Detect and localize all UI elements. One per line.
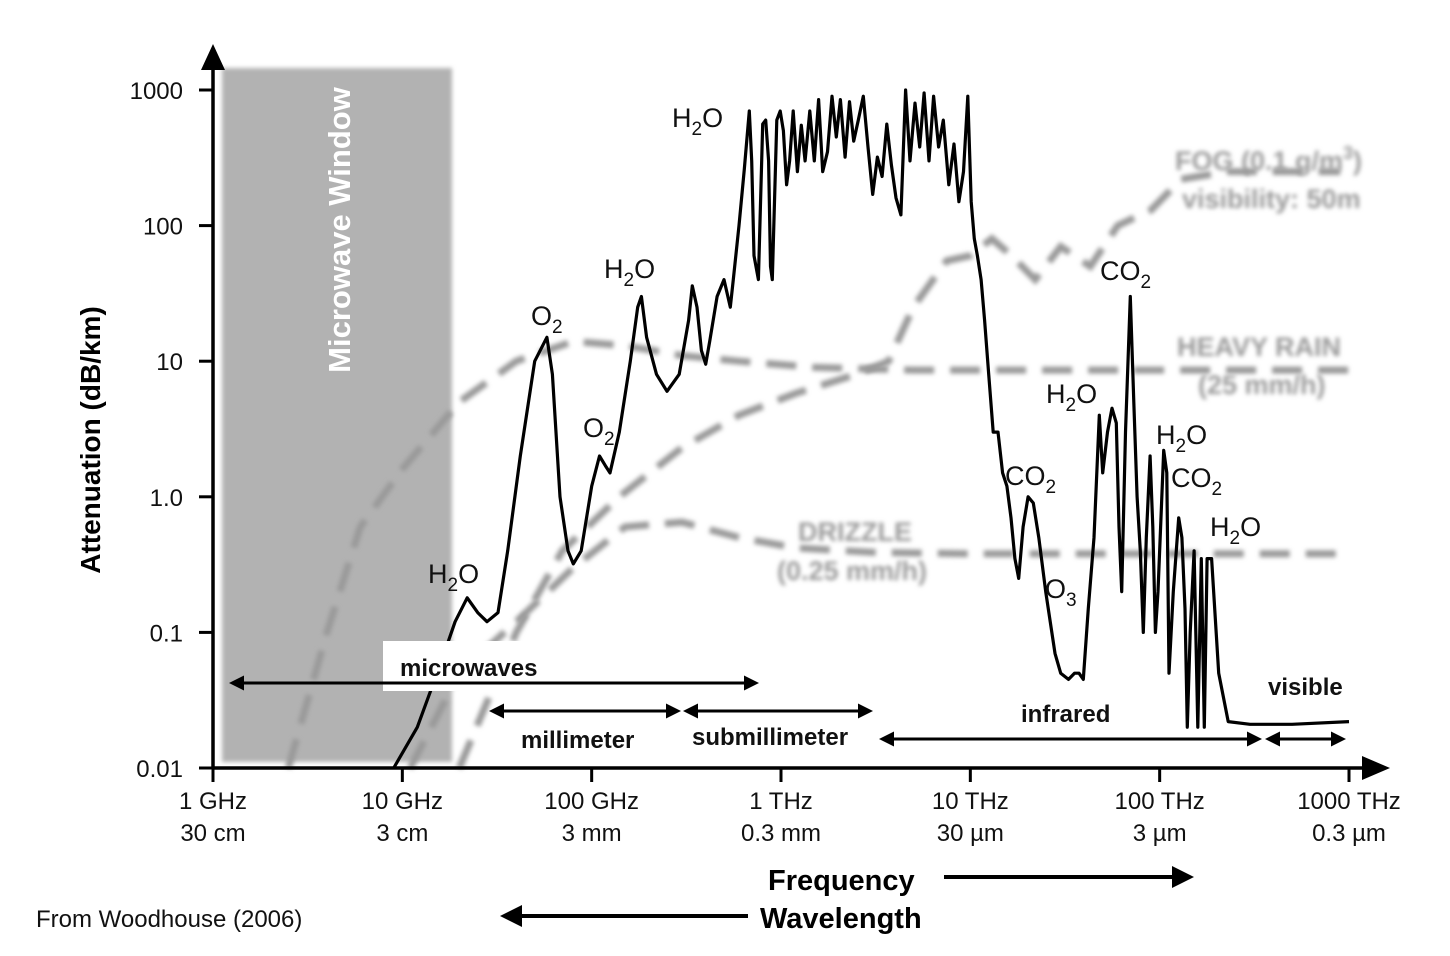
microwave-window-label: Microwave Window <box>322 86 357 373</box>
x-tick-label-frequency: 10 THz <box>932 788 1009 815</box>
absorption-label: H2O <box>672 103 723 140</box>
band-label-visible: visible <box>1268 674 1343 701</box>
frequency-arrowhead <box>1172 866 1194 888</box>
x-ticks: 1 GHz 30 cm 10 GHz 3 cm 100 GHz 3 mm 1 THz 0.3 … <box>179 768 1401 847</box>
y-tick-label: 1000 <box>130 78 183 105</box>
band-arrows <box>229 675 1346 747</box>
band-label-infrared: infrared <box>1021 701 1110 728</box>
y-ticks: 1000 100 10 1.0 0.1 0.01 <box>130 78 213 783</box>
rain-label-line1: HEAVY RAIN <box>1177 332 1341 362</box>
y-axis-arrow <box>201 44 225 70</box>
x-tick-label-wavelength: 30 cm <box>180 820 245 847</box>
y-axis-label: Attenuation (dB/km) <box>75 306 106 574</box>
fog-label-sup: 3 <box>1343 143 1353 163</box>
absorption-label: H2O <box>1046 379 1097 416</box>
absorption-label: H2O <box>428 559 479 596</box>
absorption-label: H2O <box>1156 420 1207 457</box>
absorption-label: CO2 <box>1171 463 1222 500</box>
weather-curves <box>284 168 1349 770</box>
series-atmospheric-line <box>392 88 1350 769</box>
wavelength-label: Wavelength <box>760 903 922 935</box>
x-tick-label-wavelength: 3 cm <box>376 820 428 847</box>
y-tick-label: 0.1 <box>150 620 183 647</box>
y-tick-label: 1.0 <box>150 485 183 512</box>
series-drizzle-line <box>407 518 1349 770</box>
x-tick-label-wavelength: 30 µm <box>937 820 1004 847</box>
rain-label-line2: (25 mm/h) <box>1198 370 1326 400</box>
drizzle-label-line1: DRIZZLE <box>798 517 912 547</box>
absorption-label: O2 <box>531 301 563 338</box>
fog-label-line2: visibility: 50m <box>1182 184 1361 214</box>
band-label-millimeter: millimeter <box>521 727 634 754</box>
x-axis-arrow <box>1362 756 1390 780</box>
x-tick-label-wavelength: 0.3 µm <box>1312 820 1386 847</box>
x-tick-label-wavelength: 0.3 mm <box>741 820 821 847</box>
absorption-labels: H2O O2 O2 H2O H2O CO2 CO2 O3 H2O H2O CO2 H2O <box>428 103 1261 611</box>
x-tick-label-frequency: 1 GHz <box>179 788 247 815</box>
absorption-label: CO2 <box>1100 256 1151 293</box>
absorption-label: H2O <box>1210 512 1261 549</box>
svg-text:FOG (0.1 g/m3): FOG (0.1 g/m3) <box>1175 143 1362 176</box>
source-note: From Woodhouse (2006) <box>36 906 302 933</box>
rain-label: HEAVY RAIN (25 mm/h) <box>1177 332 1341 400</box>
y-tick-label: 0.01 <box>136 756 183 783</box>
band-label-submillimeter: submillimeter <box>692 724 848 751</box>
x-tick-label-wavelength: 3 µm <box>1133 820 1187 847</box>
absorption-label: O2 <box>583 413 615 450</box>
wavelength-arrowhead <box>500 905 522 927</box>
drizzle-label-line2: (0.25 mm/h) <box>777 556 927 586</box>
fog-label: FOG (0.1 g/m3) visibility: 50m <box>1175 143 1362 214</box>
x-tick-label-frequency: 100 THz <box>1115 788 1205 815</box>
absorption-label: CO2 <box>1005 461 1056 498</box>
fog-label-close: ) <box>1353 146 1362 176</box>
x-tick-label-frequency: 1 THz <box>749 788 813 815</box>
y-tick-label: 10 <box>156 349 183 376</box>
frequency-label: Frequency <box>768 865 915 897</box>
x-tick-label-wavelength: 3 mm <box>562 820 622 847</box>
y-tick-label: 100 <box>143 214 183 241</box>
atmospheric-absorption <box>392 88 1350 769</box>
series-fog-line <box>456 168 1341 770</box>
x-tick-label-frequency: 10 GHz <box>362 788 443 815</box>
x-tick-label-frequency: 1000 THz <box>1297 788 1401 815</box>
drizzle-label: DRIZZLE (0.25 mm/h) <box>777 517 927 586</box>
x-tick-label-frequency: 100 GHz <box>544 788 639 815</box>
absorption-label: O3 <box>1045 574 1077 611</box>
band-label-microwaves: microwaves <box>400 655 537 682</box>
fog-label-line1: FOG (0.1 g/m <box>1175 146 1343 176</box>
absorption-label: H2O <box>604 254 655 291</box>
